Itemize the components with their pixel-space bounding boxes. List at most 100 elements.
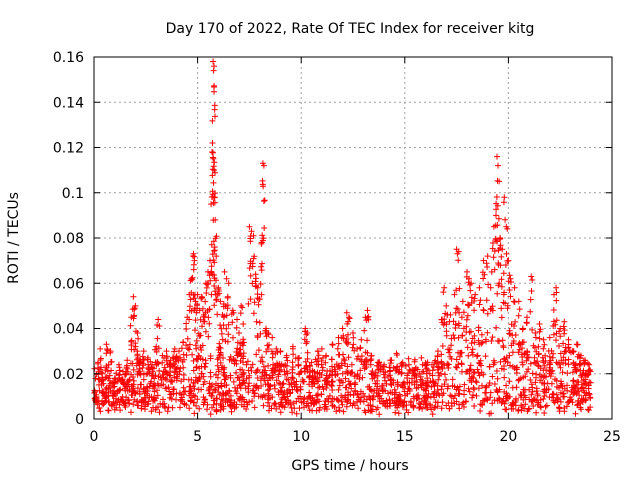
data-point — [340, 408, 347, 415]
data-point — [200, 401, 207, 408]
data-point — [506, 272, 513, 279]
data-point — [567, 394, 574, 401]
data-point — [288, 380, 295, 387]
data-point — [333, 408, 340, 415]
data-point — [211, 272, 217, 278]
data-point — [144, 384, 151, 391]
data-point — [207, 411, 214, 418]
data-point — [259, 369, 266, 376]
data-point — [329, 368, 336, 375]
data-point — [240, 336, 247, 343]
data-point — [251, 299, 258, 306]
data-point — [532, 334, 539, 341]
data-point — [519, 326, 526, 333]
data-point — [317, 404, 323, 411]
data-point — [501, 366, 507, 373]
data-point — [191, 379, 198, 386]
y-tick-label: 0.06 — [53, 276, 84, 292]
data-point — [211, 159, 218, 166]
data-point — [224, 305, 231, 312]
data-point — [354, 345, 361, 352]
data-point — [275, 371, 282, 378]
data-point — [528, 273, 535, 280]
data-point — [486, 363, 493, 370]
data-point — [261, 197, 268, 204]
data-point — [497, 358, 504, 365]
data-point — [142, 406, 148, 413]
data-point — [496, 178, 503, 185]
data-point — [411, 381, 418, 388]
data-point — [231, 405, 238, 412]
data-point — [134, 330, 141, 336]
data-point — [272, 364, 279, 371]
data-point — [196, 307, 203, 314]
data-point — [518, 402, 525, 409]
data-point — [193, 337, 200, 344]
data-point — [247, 296, 254, 303]
data-point — [461, 404, 467, 410]
data-point — [237, 346, 244, 353]
data-point — [422, 387, 429, 394]
data-point — [345, 318, 352, 325]
data-point — [488, 338, 495, 344]
data-point — [209, 117, 216, 124]
data-point — [570, 377, 577, 384]
data-point — [376, 411, 383, 418]
data-point — [493, 206, 500, 213]
data-point — [178, 378, 185, 385]
data-point — [338, 398, 345, 405]
data-point — [487, 284, 494, 291]
data-point — [179, 398, 186, 405]
data-point — [194, 396, 201, 403]
data-point — [248, 364, 254, 371]
data-point — [516, 346, 523, 353]
data-point — [265, 330, 271, 336]
data-point — [458, 361, 465, 368]
data-point — [497, 262, 504, 269]
data-point — [432, 399, 439, 406]
data-point — [541, 373, 548, 379]
data-point — [358, 336, 365, 343]
y-axis: 0 0.02 0.04 0.06 0.08 0.1 0.12 0.14 0.16 — [53, 50, 612, 428]
data-point — [576, 362, 583, 368]
data-point — [396, 398, 403, 405]
data-point — [422, 401, 429, 408]
data-point — [540, 396, 547, 402]
data-point — [304, 349, 311, 356]
data-point — [257, 330, 264, 337]
data-point — [347, 370, 354, 377]
data-point — [487, 389, 494, 396]
data-point — [336, 404, 342, 411]
data-point — [467, 287, 474, 294]
data-point — [435, 376, 442, 383]
data-point — [120, 368, 126, 375]
data-point — [290, 351, 297, 358]
data-point — [224, 338, 231, 345]
data-point — [494, 222, 501, 229]
data-point — [254, 284, 261, 291]
data-point — [319, 383, 326, 390]
data-point — [470, 375, 477, 381]
data-point — [142, 388, 149, 395]
data-point — [130, 401, 137, 408]
data-point — [213, 233, 220, 240]
data-point — [259, 260, 265, 267]
data-point — [511, 299, 518, 305]
data-point — [394, 363, 401, 370]
data-point — [491, 248, 498, 255]
data-point — [490, 254, 497, 261]
data-point — [223, 275, 230, 282]
data-point — [350, 392, 357, 399]
data-point — [392, 409, 399, 416]
data-point — [577, 354, 583, 361]
data-point — [259, 181, 266, 188]
data-point — [230, 356, 237, 363]
data-point — [205, 333, 212, 340]
data-point — [532, 379, 539, 386]
data-point — [540, 357, 547, 364]
data-point — [219, 364, 226, 371]
data-point — [578, 381, 585, 388]
data-point — [210, 84, 217, 90]
data-point — [148, 408, 155, 415]
data-point — [428, 406, 435, 413]
